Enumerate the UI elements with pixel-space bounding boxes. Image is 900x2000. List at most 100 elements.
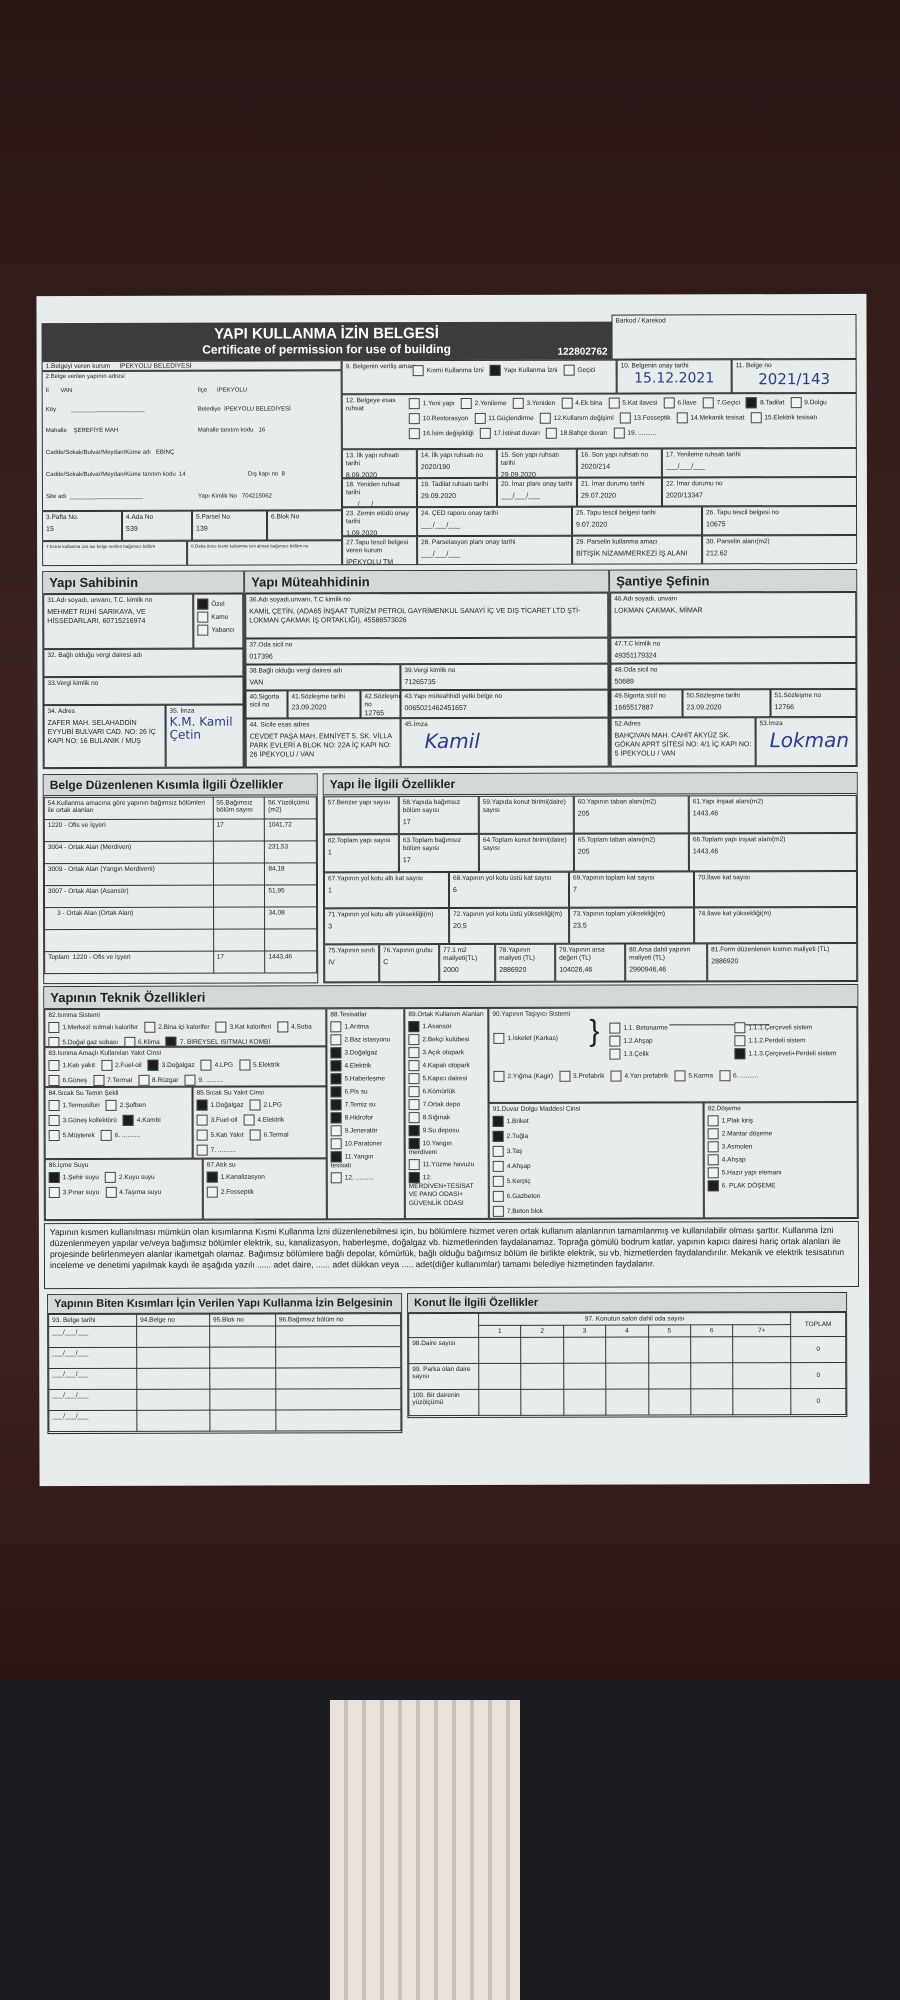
checkbox-item[interactable]: 8.Sığınak (408, 1112, 479, 1124)
checkbox-item[interactable]: 17.İstinat duvarı (479, 427, 540, 439)
checkbox[interactable] (408, 1073, 420, 1085)
checkbox[interactable] (144, 1021, 156, 1033)
checkbox[interactable] (707, 1154, 719, 1166)
checkbox-item[interactable]: 5.Hazır yapı elemanı (707, 1167, 848, 1179)
checkbox-item[interactable]: 6.Klima (124, 1036, 160, 1048)
checkbox-item[interactable]: 10.Paratoner (330, 1138, 395, 1150)
checkbox-item[interactable]: 1.1. Betonarme (609, 1022, 668, 1034)
checkbox-item[interactable]: 8.Hidrofor (330, 1112, 395, 1124)
checkbox[interactable] (408, 413, 420, 425)
checkbox-item[interactable]: 3.Pınar suyu (48, 1187, 100, 1199)
checkbox[interactable] (48, 1075, 60, 1087)
checkbox[interactable] (674, 1070, 686, 1082)
checkbox[interactable] (48, 1115, 60, 1127)
checkbox[interactable] (330, 1021, 342, 1033)
checkbox[interactable] (707, 1128, 719, 1140)
checkbox-item[interactable]: 8.Rüzgar (137, 1074, 178, 1086)
checkbox-item[interactable]: 6. .......... (100, 1130, 140, 1142)
checkbox[interactable] (676, 412, 688, 424)
checkbox-item[interactable]: 1.2.Ahşap (609, 1035, 667, 1047)
checkbox-item[interactable]: 4.Ahşap (707, 1154, 848, 1166)
checkbox[interactable] (330, 1125, 342, 1137)
checkbox-item[interactable]: 1.Merkezi ısıtmalı kalorifer (48, 1022, 138, 1034)
checkbox[interactable] (718, 1070, 731, 1082)
checkbox[interactable] (408, 1086, 420, 1098)
checkbox[interactable] (609, 1048, 621, 1060)
checkbox-item[interactable]: 3.Güneş kollektörü (48, 1115, 117, 1127)
checkbox[interactable] (200, 1059, 212, 1071)
checkbox-item[interactable]: 10.Restorasyon (408, 413, 469, 425)
checkbox[interactable] (610, 1070, 622, 1082)
checkbox-item[interactable]: 6. PLAK DÖŞEME (707, 1180, 848, 1192)
checkbox[interactable] (330, 1138, 342, 1150)
checkbox-item[interactable]: 7. .......... (196, 1144, 236, 1156)
checkbox[interactable] (105, 1100, 117, 1112)
checkbox[interactable] (609, 1035, 621, 1047)
checkbox[interactable] (105, 1187, 117, 1199)
checkbox-item[interactable]: 12. .......... (330, 1172, 395, 1184)
checkbox[interactable] (492, 1205, 504, 1218)
checkbox[interactable] (48, 1187, 60, 1199)
checkbox[interactable] (613, 427, 625, 439)
checkbox-item[interactable]: 1.Termosifon (48, 1100, 100, 1112)
checkbox-item[interactable]: 11.Güçlendirme (474, 412, 534, 424)
checkbox-item[interactable]: 8.Tadilat (746, 397, 784, 409)
checkbox-item[interactable]: 7.Beton blok (492, 1205, 592, 1218)
checkbox-item[interactable]: 1.Doğalgaz (196, 1099, 244, 1111)
checkbox[interactable] (608, 397, 620, 409)
checkbox[interactable] (249, 1099, 261, 1111)
checkbox[interactable] (93, 1075, 105, 1087)
checkbox-item[interactable]: 3.Doğalgaz (330, 1047, 394, 1059)
checkbox[interactable] (474, 412, 486, 424)
checkbox[interactable] (330, 1073, 342, 1085)
checkbox-item[interactable]: 4.Kapalı otopark (408, 1060, 478, 1072)
checkbox[interactable] (707, 1141, 719, 1153)
checkbox[interactable] (493, 1070, 505, 1082)
checkbox[interactable] (196, 1144, 208, 1156)
checkbox[interactable] (330, 1172, 342, 1184)
checkbox-item[interactable]: 2.Şofben (105, 1100, 146, 1112)
checkbox-item[interactable]: 2.Baz istasyonu (330, 1034, 394, 1046)
checkbox[interactable] (330, 1086, 342, 1098)
checkbox-item[interactable]: 4.Taşıma suyu (105, 1187, 161, 1199)
checkbox-item[interactable]: 6.Güneş (48, 1075, 87, 1087)
checkbox[interactable] (330, 1060, 342, 1072)
checkbox-item[interactable]: 14.Mekanik tesisat (676, 412, 745, 424)
checkbox[interactable] (206, 1171, 218, 1183)
checkbox[interactable] (492, 1115, 504, 1128)
checkbox[interactable] (330, 1099, 342, 1111)
checkbox-item[interactable]: 5.Kapıcı dairesi (408, 1073, 478, 1085)
checkbox[interactable] (750, 412, 762, 424)
checkbox[interactable] (559, 1070, 571, 1082)
checkbox-item[interactable]: Özel (197, 598, 233, 610)
checkbox-item[interactable]: 1.1.1.Çerçeveli sistem (734, 1022, 836, 1034)
checkbox-item[interactable]: 4.Soba (277, 1021, 312, 1033)
checkbox-item[interactable]: 4.Ahşap (492, 1160, 592, 1173)
checkbox-item[interactable]: 4.Kombi (122, 1114, 161, 1126)
checkbox-item[interactable]: 5.Kerpiç (492, 1175, 592, 1188)
checkbox[interactable] (489, 364, 501, 376)
checkbox-item[interactable]: 4.Ek bina (561, 397, 602, 409)
checkbox[interactable] (184, 1074, 196, 1086)
checkbox-item[interactable]: 4.Elektrik (243, 1114, 284, 1126)
checkbox-item[interactable]: 1.Plak kiriş (707, 1115, 848, 1127)
checkbox-item[interactable]: 5.Müşterek (48, 1130, 95, 1142)
checkbox-item[interactable]: 4.LPG (200, 1059, 233, 1071)
checkbox-item[interactable]: 1.Katı yakıt (48, 1060, 95, 1072)
checkbox-item[interactable]: 7.Ortak depo (408, 1099, 479, 1111)
checkbox-item[interactable]: 1.Briket (492, 1115, 592, 1128)
checkbox[interactable] (165, 1036, 177, 1048)
checkbox-item[interactable]: 3.Asmolen (707, 1141, 848, 1153)
checkbox[interactable] (408, 1159, 420, 1171)
checkbox[interactable] (707, 1115, 719, 1127)
checkbox-item[interactable]: 18.Bahçe duvarı (545, 427, 607, 439)
checkbox[interactable] (493, 1032, 505, 1044)
checkbox[interactable] (330, 1112, 342, 1124)
checkbox-item[interactable]: 2.Bekçi kulübesi (408, 1034, 478, 1046)
checkbox-item[interactable]: 2.Kuyu suyu (104, 1172, 155, 1184)
checkbox-item[interactable]: Kamu (197, 611, 233, 623)
checkbox-item[interactable]: 11.Yangın tesisatı (330, 1151, 395, 1170)
checkbox[interactable] (707, 1167, 719, 1179)
checkbox-item[interactable]: 9. .......... (184, 1074, 224, 1086)
checkbox[interactable] (408, 1099, 420, 1111)
